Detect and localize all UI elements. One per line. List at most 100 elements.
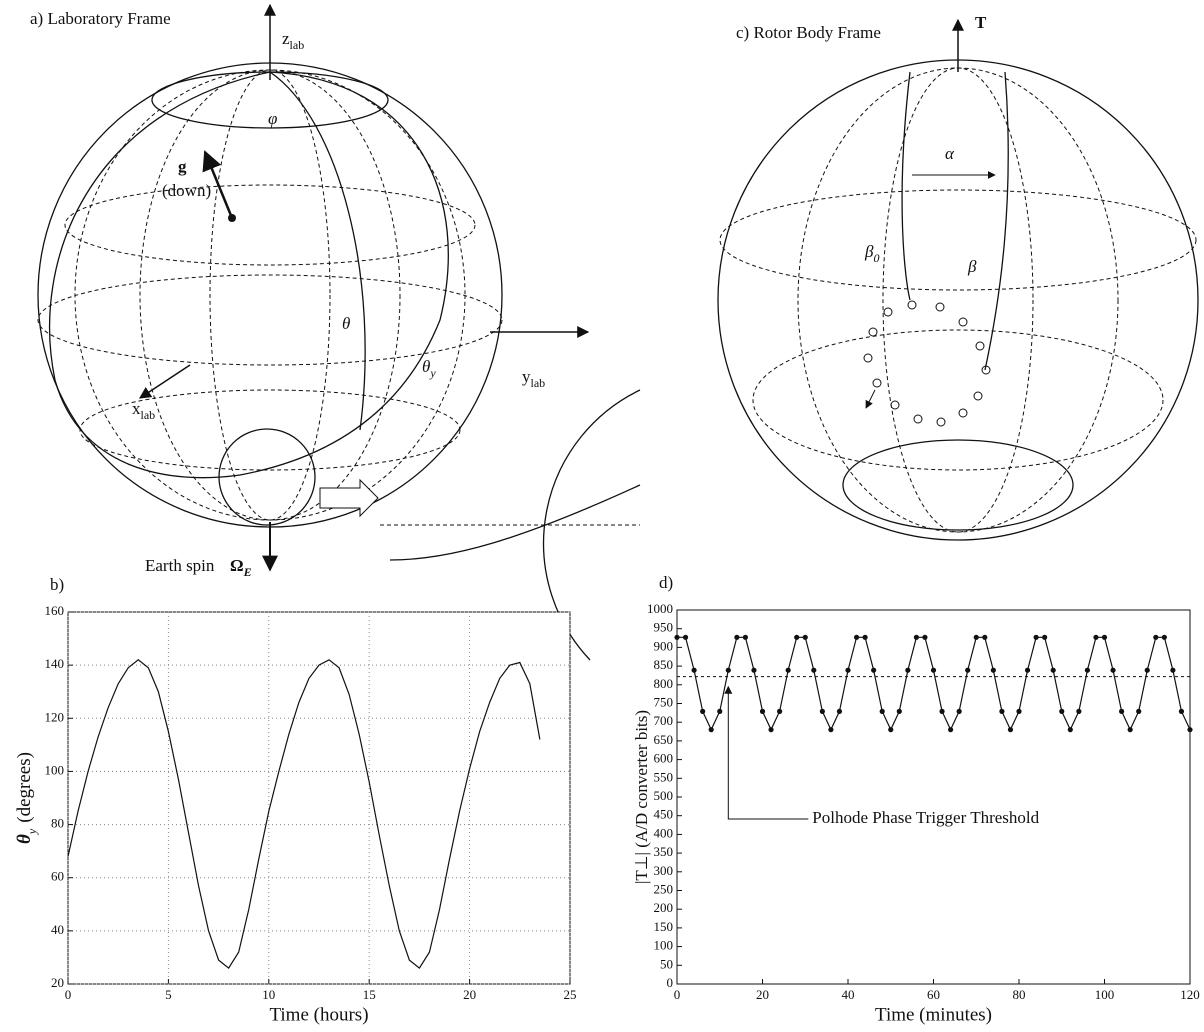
label: θ <box>342 314 350 333</box>
data-point <box>1076 709 1081 714</box>
x-tick-label: 10 <box>262 987 275 1002</box>
data-point <box>803 635 808 640</box>
data-point <box>888 727 893 732</box>
data-point <box>692 668 697 673</box>
y-tick-label: 100 <box>654 938 674 953</box>
data-point <box>854 635 859 640</box>
data-point <box>1085 668 1090 673</box>
data-point <box>863 635 868 640</box>
y-tick-label: 850 <box>654 657 674 672</box>
data-point <box>751 668 756 673</box>
data-point <box>1162 635 1167 640</box>
label: zlab <box>282 29 304 52</box>
data-point <box>939 709 944 714</box>
x-axis-label: Time (hours) <box>269 1004 368 1025</box>
y-tick-label: 160 <box>45 603 65 618</box>
data-point <box>683 635 688 640</box>
label: T <box>975 13 987 32</box>
x-tick-label: 60 <box>927 987 940 1002</box>
x-tick-label: 120 <box>1180 987 1200 1002</box>
plot-frame <box>677 610 1190 984</box>
label: xlab <box>132 399 155 422</box>
data-point <box>845 668 850 673</box>
data-point <box>1034 635 1039 640</box>
data-point <box>1068 727 1073 732</box>
label: θ <box>422 357 430 376</box>
data-point <box>1016 709 1021 714</box>
data-point <box>1119 709 1124 714</box>
data-point <box>674 635 679 640</box>
y-tick-label: 300 <box>654 863 674 878</box>
figure: a) Laboratory Frame zlab φ g (down) θ θy… <box>0 0 1204 1032</box>
data-point <box>794 635 799 640</box>
label-subscript: y <box>25 828 39 835</box>
subscript: y <box>429 366 436 380</box>
data-point <box>837 709 842 714</box>
label: ΩE <box>230 556 252 579</box>
y-tick-label: 600 <box>654 751 674 766</box>
x-tick-label: 0 <box>65 987 72 1002</box>
label: β0 <box>864 242 879 265</box>
data-point <box>1025 668 1030 673</box>
data-point <box>717 709 722 714</box>
data-point <box>777 709 782 714</box>
label: (down) <box>162 181 211 200</box>
label: Earth spin <box>145 556 215 575</box>
data-point <box>1110 668 1115 673</box>
y-tick-label: 200 <box>654 900 674 915</box>
data-point <box>880 709 885 714</box>
y-tick-label: 500 <box>654 788 674 803</box>
data-point <box>1093 635 1098 640</box>
data-point <box>914 635 919 640</box>
y-tick-label: 100 <box>45 762 65 777</box>
subscript: lab <box>141 408 156 422</box>
data-point <box>957 709 962 714</box>
x-tick-label: 40 <box>842 987 855 1002</box>
subscript: lab <box>290 38 305 52</box>
label: φ <box>268 109 277 128</box>
y-tick-label: 60 <box>51 869 64 884</box>
y-tick-label: 700 <box>654 713 674 728</box>
y-tick-label: 800 <box>654 676 674 691</box>
y-axis-label: |T⊥| (A/D converter bits) <box>632 710 651 884</box>
plot-frame <box>68 612 570 984</box>
x-tick-label: 15 <box>363 987 376 1002</box>
data-point <box>700 709 705 714</box>
y-tick-label: 80 <box>51 816 64 831</box>
x-tick-label: 80 <box>1013 987 1026 1002</box>
data-point <box>760 709 765 714</box>
data-point <box>1008 727 1013 732</box>
data-point <box>726 668 731 673</box>
panel-title: a) Laboratory Frame <box>30 9 171 28</box>
data-point <box>999 709 1004 714</box>
y-tick-label: 140 <box>45 656 65 671</box>
label: β <box>967 257 977 276</box>
y-tick-label: 950 <box>654 620 674 635</box>
subscript: lab <box>531 376 546 390</box>
x-tick-label: 5 <box>165 987 172 1002</box>
data-point <box>965 668 970 673</box>
data-point <box>1051 668 1056 673</box>
data-point <box>1187 727 1192 732</box>
y-tick-label: 350 <box>654 844 674 859</box>
y-tick-label: 20 <box>51 975 64 990</box>
y-tick-label: 450 <box>654 807 674 822</box>
charts: b)051015202520406080100120140160Time (ho… <box>14 573 1199 1025</box>
label: θy <box>422 357 436 380</box>
data-point <box>1170 668 1175 673</box>
data-point <box>931 668 936 673</box>
y-tick-label: 250 <box>654 881 674 896</box>
y-tick-label: 150 <box>654 919 674 934</box>
y-tick-label: 40 <box>51 922 64 937</box>
panel-title: c) Rotor Body Frame <box>736 23 881 42</box>
data-point <box>905 668 910 673</box>
x-tick-label: 20 <box>756 987 769 1002</box>
data-point <box>768 727 773 732</box>
y-tick-label: 1000 <box>647 601 673 616</box>
panel-c: c) Rotor Body Frame T α β0 β <box>718 13 1198 540</box>
data-point <box>734 635 739 640</box>
data-point <box>820 709 825 714</box>
y-tick-label: 650 <box>654 732 674 747</box>
y-axis-label: θy(degrees) <box>14 752 38 844</box>
label: g <box>178 157 187 176</box>
